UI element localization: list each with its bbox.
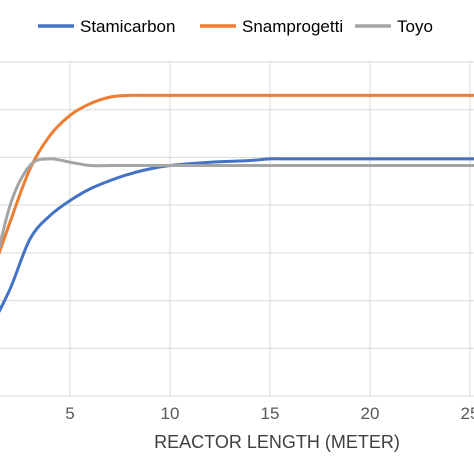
x-tick-label: 15 <box>261 404 280 423</box>
legend-label: Snamprogetti <box>242 17 343 36</box>
legend-item-snamprogetti: Snamprogetti <box>200 17 343 36</box>
grid <box>0 61 474 397</box>
legend-label: Toyo <box>397 17 433 36</box>
series-line-snamprogetti <box>0 93 474 255</box>
legend: Stamicarbon Snamprogetti Toyo <box>38 17 433 36</box>
x-axis-title: REACTOR LENGTH (METER) <box>154 432 400 452</box>
series-line-stamicarbon <box>0 157 474 314</box>
x-tick-label: 20 <box>361 404 380 423</box>
series-line-toyo <box>0 157 474 252</box>
series-layer <box>0 93 474 314</box>
legend-item-stamicarbon: Stamicarbon <box>38 17 175 36</box>
legend-item-toyo: Toyo <box>355 17 433 36</box>
x-tick-labels: 5 10 15 20 25 <box>65 404 474 423</box>
x-tick-label: 10 <box>161 404 180 423</box>
legend-label: Stamicarbon <box>80 17 175 36</box>
x-tick-label: 5 <box>65 404 74 423</box>
x-tick-label: 25 <box>461 404 474 423</box>
